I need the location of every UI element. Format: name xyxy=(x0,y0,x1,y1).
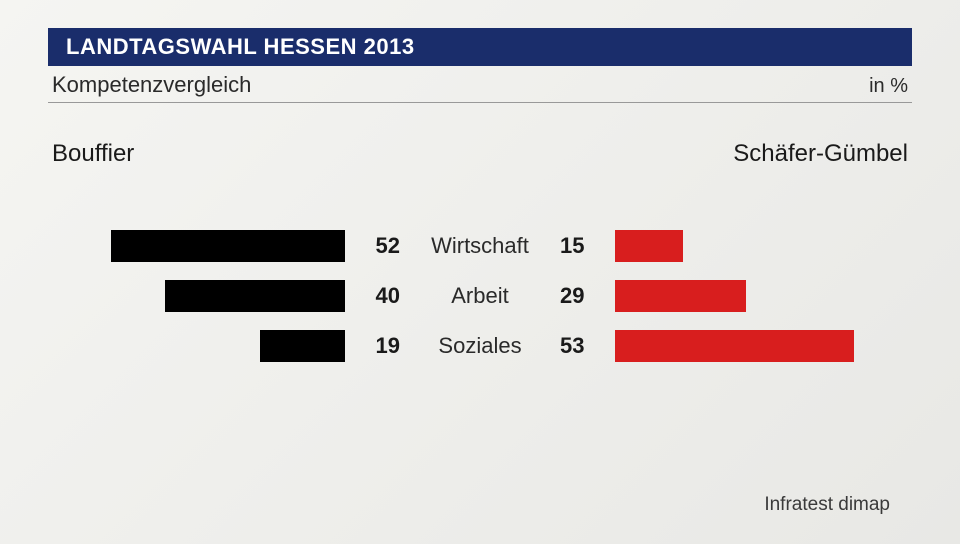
value-right: 53 xyxy=(560,333,584,359)
unit-label: in % xyxy=(869,75,912,98)
bar-right xyxy=(615,280,746,312)
category-label: Arbeit xyxy=(410,283,550,309)
bar-left xyxy=(260,330,346,362)
chart-row: 19 53 Soziales xyxy=(48,325,912,367)
chart-row: 52 15 Wirtschaft xyxy=(48,225,912,267)
source-label: Infratest dimap xyxy=(764,494,890,516)
candidate-left: Bouffier xyxy=(48,140,134,168)
value-right: 15 xyxy=(560,233,584,259)
subtitle-row: Kompetenzvergleich in % xyxy=(48,72,912,103)
bar-left xyxy=(111,230,345,262)
value-left: 52 xyxy=(376,233,400,259)
candidate-row: Bouffier Schäfer-Gümbel xyxy=(48,140,912,168)
value-left: 19 xyxy=(376,333,400,359)
bar-right xyxy=(615,330,854,362)
category-label: Wirtschaft xyxy=(410,233,550,259)
header-banner: LANDTAGSWAHL HESSEN 2013 xyxy=(48,28,912,66)
header-title: LANDTAGSWAHL HESSEN 2013 xyxy=(66,34,415,60)
value-left: 40 xyxy=(376,283,400,309)
subtitle: Kompetenzvergleich xyxy=(48,72,251,98)
bar-right xyxy=(615,230,683,262)
bar-left xyxy=(165,280,345,312)
value-right: 29 xyxy=(560,283,584,309)
candidate-right: Schäfer-Gümbel xyxy=(733,140,912,168)
category-label: Soziales xyxy=(410,333,550,359)
chart-area: 52 15 Wirtschaft 40 29 Arbeit 19 53 Soziales xyxy=(48,225,912,375)
chart-row: 40 29 Arbeit xyxy=(48,275,912,317)
